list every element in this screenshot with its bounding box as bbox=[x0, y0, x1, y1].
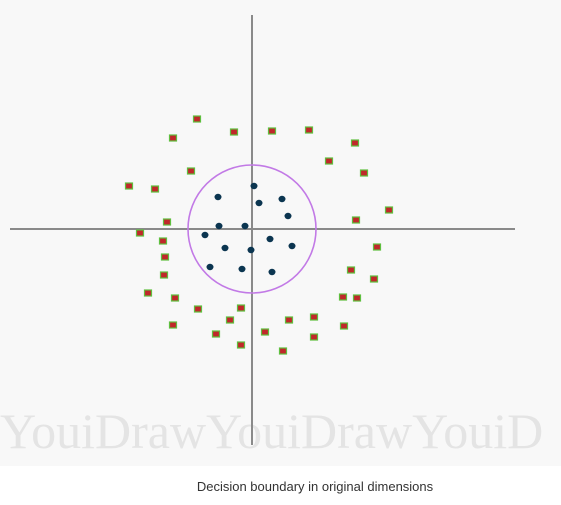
inner-point bbox=[247, 246, 255, 254]
outer-point bbox=[168, 321, 178, 329]
outer-point bbox=[309, 333, 319, 341]
watermark: YouiDrawYouiDrawYouiD bbox=[0, 403, 543, 459]
outer-point bbox=[143, 289, 153, 297]
inner-point bbox=[214, 193, 222, 201]
caption: Decision boundary in original dimensions bbox=[197, 479, 434, 494]
outer-point bbox=[158, 237, 168, 245]
outer-point bbox=[211, 330, 221, 338]
outer-point bbox=[346, 266, 356, 274]
outer-point bbox=[225, 316, 235, 324]
outer-point bbox=[324, 157, 334, 165]
outer-point bbox=[170, 294, 180, 302]
inner-point bbox=[238, 265, 246, 273]
outer-point bbox=[168, 134, 178, 142]
outer-point bbox=[278, 347, 288, 355]
outer-point bbox=[338, 293, 348, 301]
outer-point bbox=[186, 167, 196, 175]
outer-point bbox=[162, 218, 172, 226]
outer-point bbox=[124, 182, 134, 190]
inner-point bbox=[250, 182, 258, 190]
outer-point bbox=[267, 127, 277, 135]
inner-point bbox=[288, 242, 296, 250]
outer-point bbox=[236, 304, 246, 312]
inner-point bbox=[268, 268, 276, 276]
outer-point bbox=[352, 294, 362, 302]
points bbox=[124, 115, 394, 355]
inner-point bbox=[206, 263, 214, 271]
outer-point bbox=[260, 328, 270, 336]
outer-point bbox=[384, 206, 394, 214]
outer-point bbox=[339, 322, 349, 330]
inner-point bbox=[215, 222, 223, 230]
inner-point bbox=[201, 231, 209, 239]
outer-point bbox=[304, 126, 314, 134]
outer-point bbox=[150, 185, 160, 193]
outer-point bbox=[351, 216, 361, 224]
plot-background bbox=[0, 0, 561, 466]
decision-boundary bbox=[187, 164, 317, 294]
outer-point bbox=[369, 275, 379, 283]
outer-point bbox=[372, 243, 382, 251]
outer-point bbox=[236, 341, 246, 349]
inner-point bbox=[255, 199, 263, 207]
inner-point bbox=[241, 222, 249, 230]
outer-point bbox=[309, 313, 319, 321]
outer-point bbox=[135, 229, 145, 237]
inner-point bbox=[266, 235, 274, 243]
outer-point bbox=[160, 253, 170, 261]
outer-point bbox=[359, 169, 369, 177]
outer-point bbox=[159, 271, 169, 279]
inner-point bbox=[284, 212, 292, 220]
outer-point bbox=[284, 316, 294, 324]
inner-point bbox=[278, 195, 286, 203]
outer-point bbox=[229, 128, 239, 136]
outer-point bbox=[192, 115, 202, 123]
outer-point bbox=[350, 139, 360, 147]
inner-point bbox=[221, 244, 229, 252]
outer-point bbox=[193, 305, 203, 313]
